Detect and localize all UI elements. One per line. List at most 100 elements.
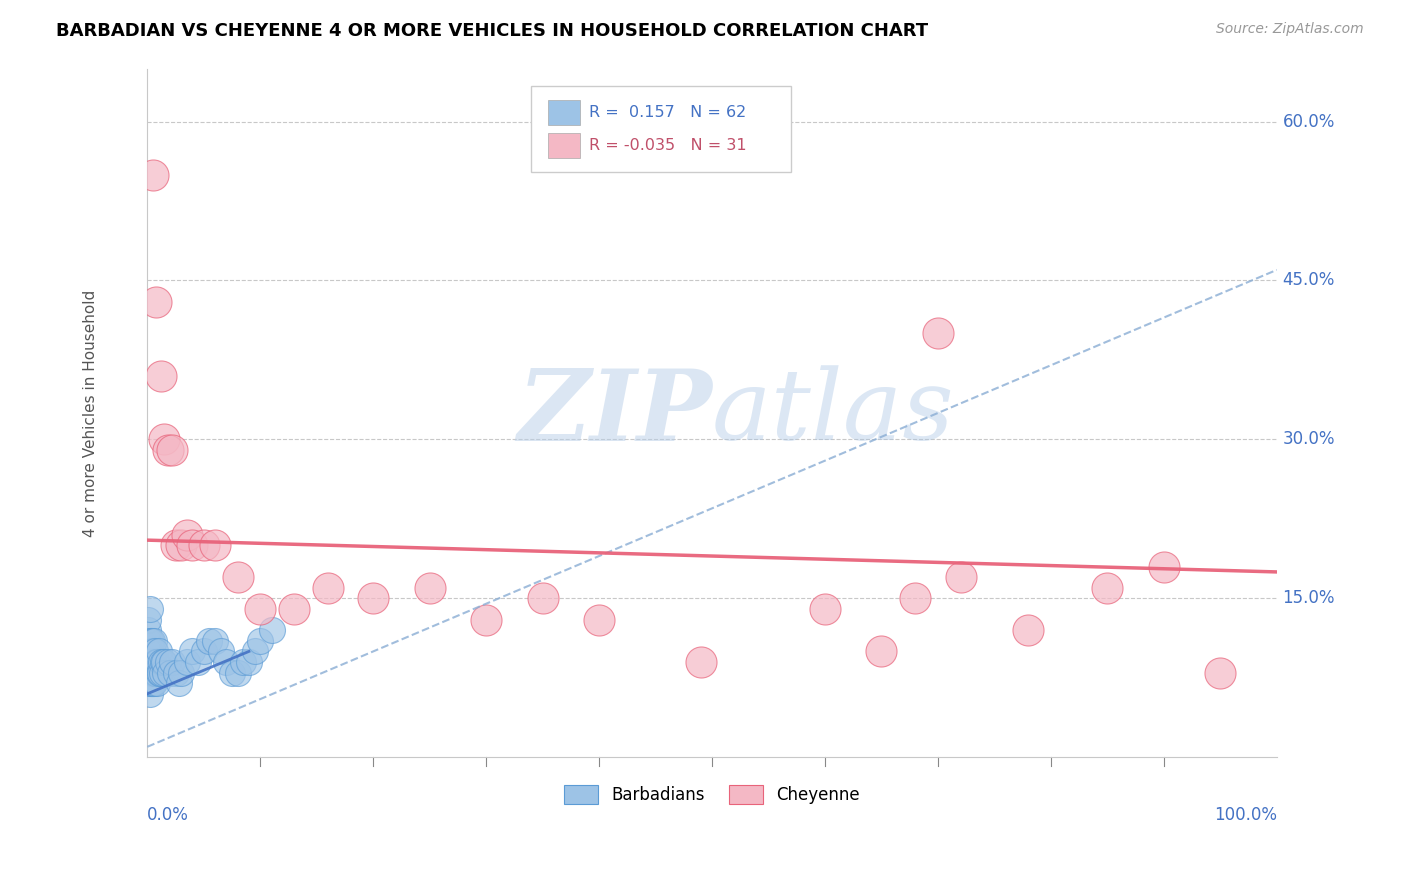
Point bbox=[160, 443, 183, 458]
Point bbox=[215, 655, 238, 669]
Point bbox=[209, 644, 232, 658]
Point bbox=[243, 644, 266, 658]
Point bbox=[226, 665, 249, 680]
Point bbox=[165, 538, 187, 552]
Point bbox=[145, 294, 167, 309]
Point bbox=[138, 676, 160, 690]
Point bbox=[156, 655, 179, 669]
Point bbox=[170, 538, 193, 552]
Text: ZIP: ZIP bbox=[517, 365, 711, 461]
Point bbox=[193, 644, 215, 658]
Point bbox=[150, 665, 173, 680]
Point bbox=[475, 613, 498, 627]
Point bbox=[138, 613, 160, 627]
Point bbox=[181, 644, 204, 658]
Point bbox=[1209, 665, 1232, 680]
Point bbox=[149, 655, 172, 669]
Point bbox=[226, 570, 249, 584]
Text: Source: ZipAtlas.com: Source: ZipAtlas.com bbox=[1216, 22, 1364, 37]
Point bbox=[142, 168, 165, 182]
Bar bbox=[548, 100, 579, 125]
Point bbox=[148, 644, 170, 658]
Point bbox=[419, 581, 441, 595]
Text: 45.0%: 45.0% bbox=[1282, 271, 1334, 290]
Text: 0.0%: 0.0% bbox=[148, 805, 190, 823]
Point bbox=[142, 676, 165, 690]
Point bbox=[138, 676, 160, 690]
Point bbox=[249, 633, 271, 648]
Point bbox=[204, 633, 226, 648]
Point bbox=[139, 633, 162, 648]
Point bbox=[141, 676, 163, 690]
Point bbox=[159, 665, 181, 680]
Text: 4 or more Vehicles in Household: 4 or more Vehicles in Household bbox=[83, 289, 98, 537]
FancyBboxPatch shape bbox=[531, 86, 792, 172]
Point bbox=[141, 633, 163, 648]
Point bbox=[143, 676, 166, 690]
Point bbox=[143, 644, 166, 658]
Bar bbox=[548, 133, 579, 158]
Point bbox=[138, 633, 160, 648]
Point bbox=[198, 633, 221, 648]
Point bbox=[148, 665, 170, 680]
Point bbox=[904, 591, 927, 606]
Text: 60.0%: 60.0% bbox=[1282, 112, 1334, 130]
Point bbox=[170, 665, 193, 680]
Point bbox=[152, 655, 174, 669]
Point bbox=[143, 655, 166, 669]
Point bbox=[283, 602, 305, 616]
Point bbox=[1017, 624, 1039, 638]
Point bbox=[1097, 581, 1119, 595]
Point bbox=[138, 655, 160, 669]
Point bbox=[138, 655, 160, 669]
Point bbox=[153, 655, 176, 669]
Point bbox=[870, 644, 893, 658]
Legend: Barbadians, Cheyenne: Barbadians, Cheyenne bbox=[558, 779, 866, 811]
Point bbox=[146, 676, 169, 690]
Point bbox=[138, 644, 160, 658]
Point bbox=[153, 433, 176, 447]
Point bbox=[1153, 559, 1175, 574]
Point bbox=[160, 655, 183, 669]
Point bbox=[927, 326, 949, 341]
Text: R = -0.035   N = 31: R = -0.035 N = 31 bbox=[589, 138, 747, 153]
Point bbox=[139, 665, 162, 680]
Text: 15.0%: 15.0% bbox=[1282, 590, 1334, 607]
Point bbox=[155, 665, 177, 680]
Point bbox=[187, 655, 209, 669]
Point bbox=[138, 633, 160, 648]
Text: BARBADIAN VS CHEYENNE 4 OR MORE VEHICLES IN HOUSEHOLD CORRELATION CHART: BARBADIAN VS CHEYENNE 4 OR MORE VEHICLES… bbox=[56, 22, 928, 40]
Point bbox=[181, 538, 204, 552]
Point bbox=[142, 665, 165, 680]
Point bbox=[139, 676, 162, 690]
Point bbox=[204, 538, 226, 552]
Point bbox=[141, 655, 163, 669]
Text: 100.0%: 100.0% bbox=[1213, 805, 1277, 823]
Text: atlas: atlas bbox=[711, 366, 955, 460]
Point bbox=[146, 655, 169, 669]
Point bbox=[221, 665, 243, 680]
Point bbox=[143, 633, 166, 648]
Text: R =  0.157   N = 62: R = 0.157 N = 62 bbox=[589, 105, 747, 120]
Point bbox=[149, 368, 172, 383]
Point bbox=[145, 655, 167, 669]
Point bbox=[145, 665, 167, 680]
Point bbox=[531, 591, 554, 606]
Point bbox=[138, 602, 160, 616]
Point bbox=[138, 687, 160, 701]
Point bbox=[167, 676, 190, 690]
Point bbox=[689, 655, 711, 669]
Point bbox=[249, 602, 271, 616]
Point bbox=[176, 528, 198, 542]
Point bbox=[238, 655, 260, 669]
Point bbox=[138, 624, 160, 638]
Point bbox=[143, 665, 166, 680]
Point bbox=[165, 665, 187, 680]
Point bbox=[316, 581, 339, 595]
Point bbox=[138, 665, 160, 680]
Point bbox=[138, 644, 160, 658]
Point bbox=[142, 644, 165, 658]
Point bbox=[814, 602, 837, 616]
Point bbox=[156, 443, 179, 458]
Point bbox=[193, 538, 215, 552]
